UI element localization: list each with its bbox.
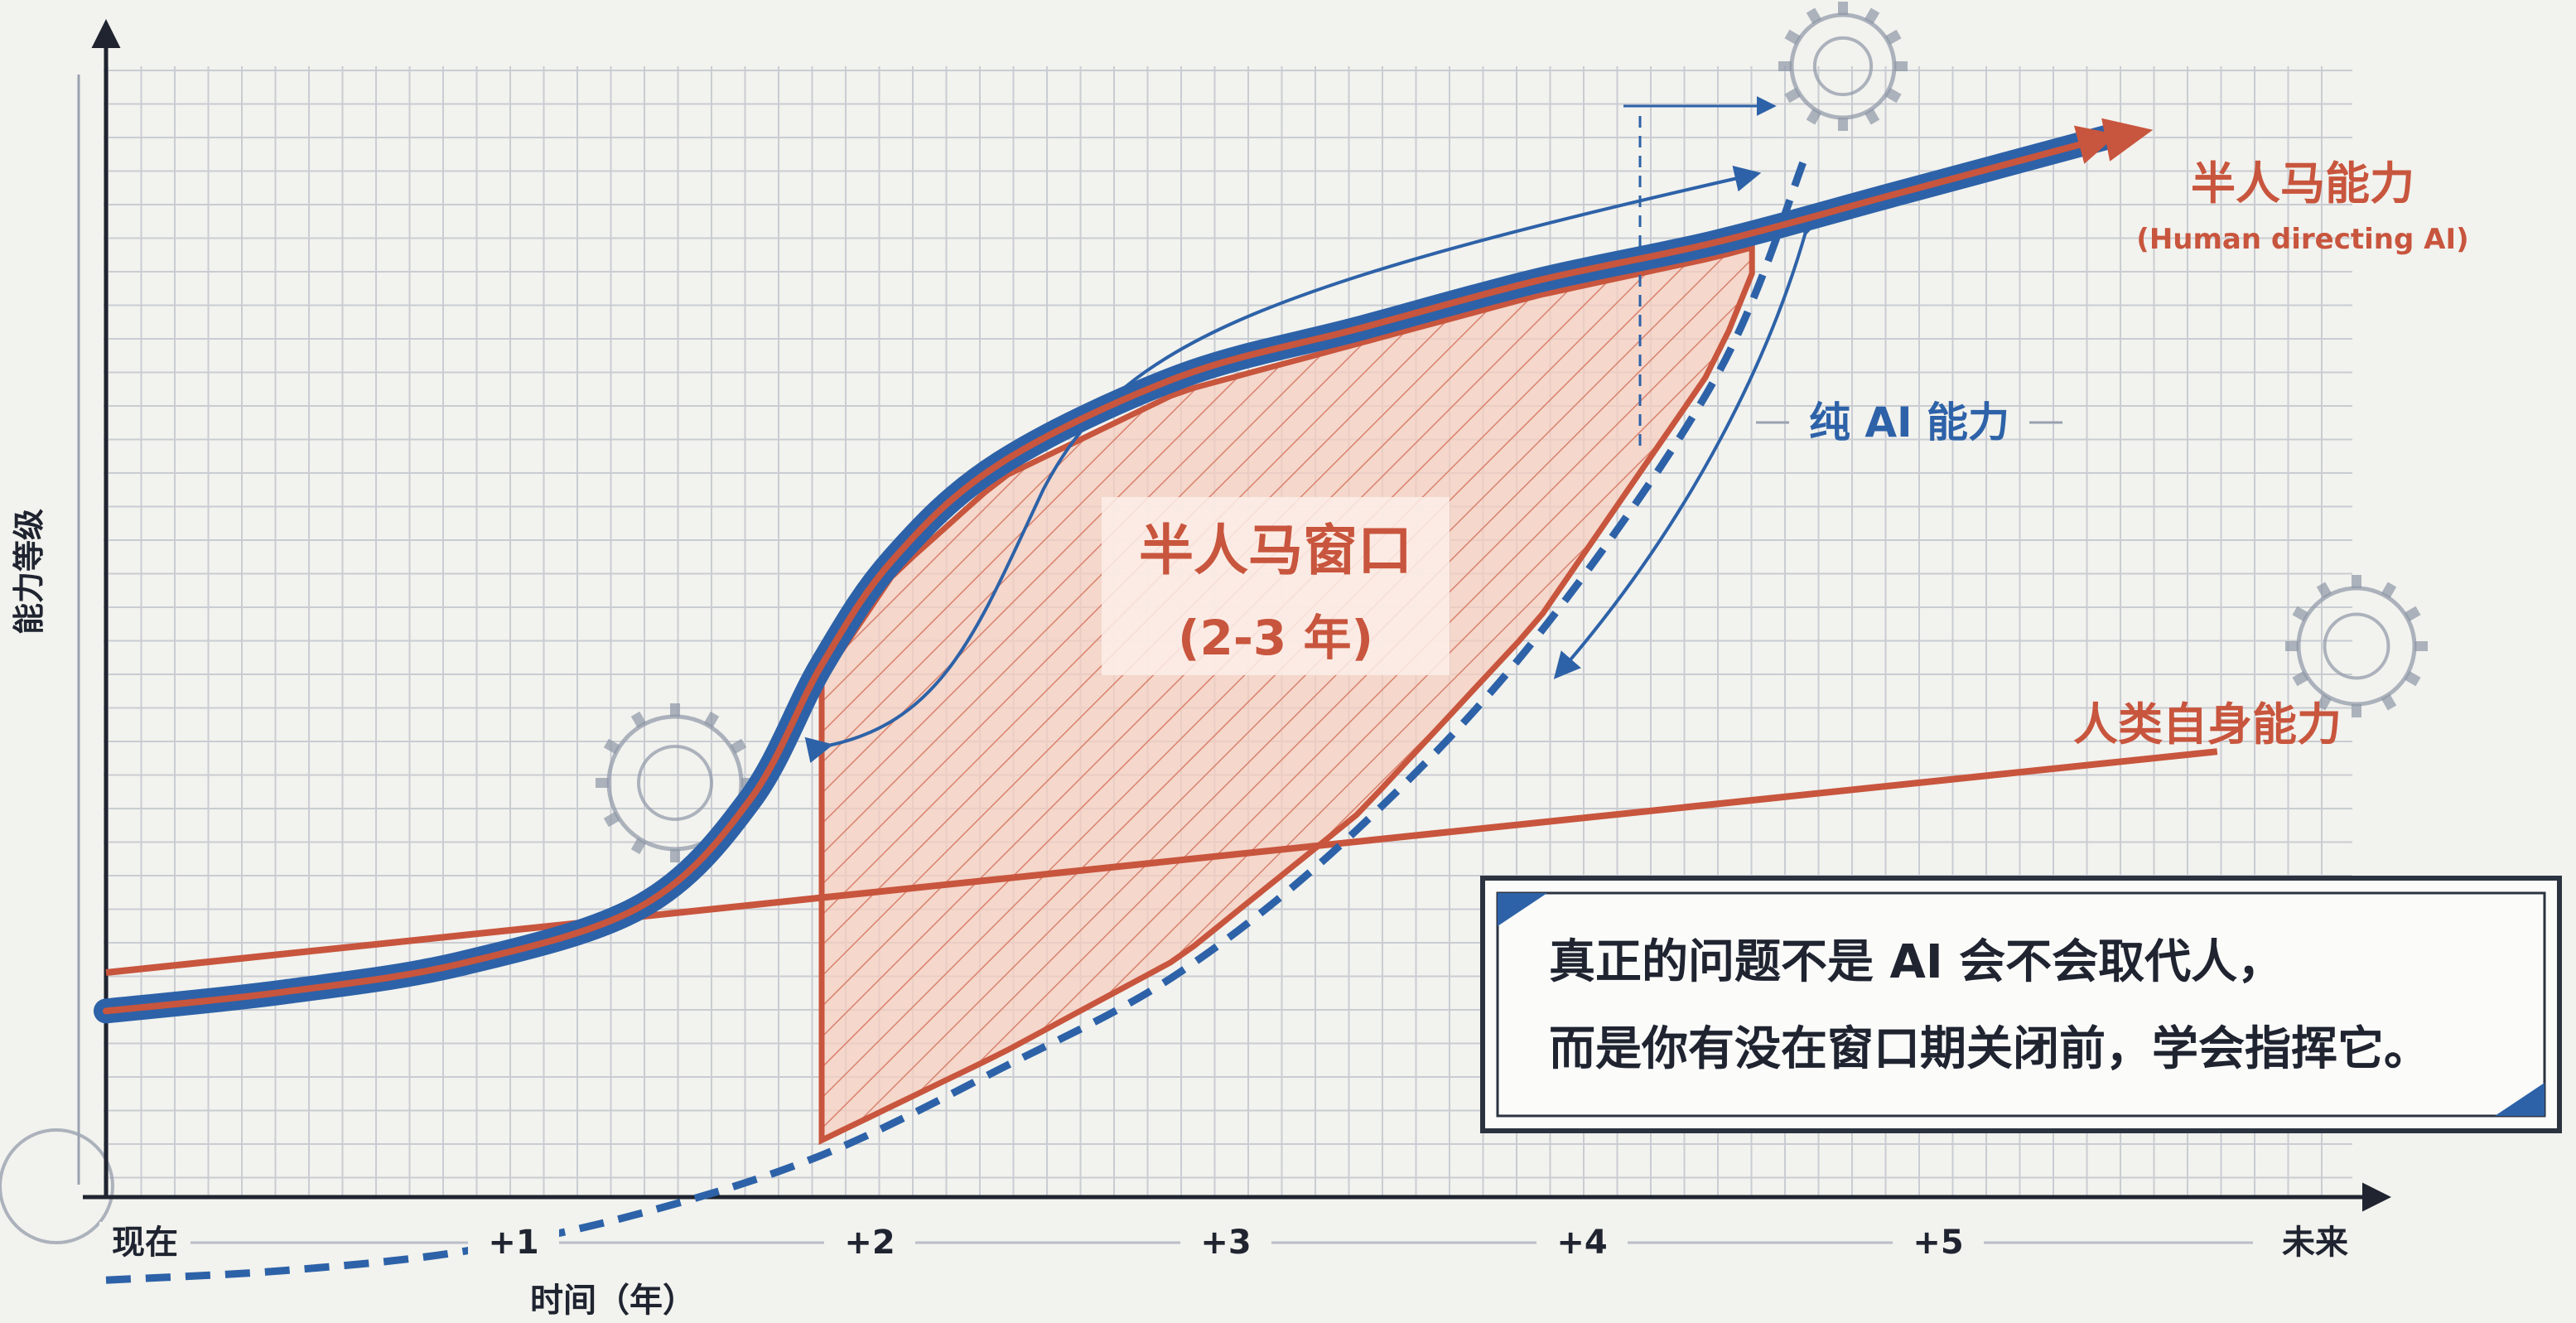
x-tick-labels: 现在 +1 +2 +3 +4 +5 未来: [99, 1222, 2361, 1263]
series-label-centaur: 半人马能力: [2191, 157, 2414, 210]
y-axis-title: 能力等级: [11, 509, 47, 635]
series-label-centaur-sub: (Human directing AI): [2136, 223, 2468, 256]
x-tick-label-backdrop: [1180, 1222, 1271, 1263]
series-label-human: 人类自身能力: [2073, 698, 2342, 751]
gear-icon: [1778, 2, 1908, 131]
gear-icon: [2285, 575, 2428, 717]
x-tick-label-backdrop: [468, 1222, 559, 1263]
series-line-ai: [105, 154, 1810, 1284]
series-layer: [94, 96, 2218, 1284]
window-label-backdrop: [1102, 497, 1450, 675]
x-tick-label-backdrop: [2270, 1222, 2361, 1263]
x-tick-label-backdrop: [824, 1222, 915, 1263]
x-tick-label-backdrop: [1893, 1222, 1984, 1263]
x-tick-label-backdrop: [1536, 1222, 1628, 1263]
x-tick-label: 现在: [112, 1224, 178, 1262]
callout-line-1: 真正的问题不是 AI 会不会取代人，: [1549, 935, 2284, 989]
x-tick-label: +2: [844, 1224, 895, 1262]
x-tick-label: +3: [1200, 1224, 1251, 1262]
x-tick-label: +4: [1556, 1224, 1607, 1262]
window-label: 半人马窗口: [1139, 519, 1412, 582]
window-sublabel: (2-3 年): [1178, 610, 1373, 666]
series-arrowhead-centaur: [2101, 118, 2154, 162]
x-tick-label: +5: [1913, 1224, 1963, 1262]
series-label-ai: 纯 AI 能力: [1809, 398, 2009, 447]
callout-box: 真正的问题不是 AI 会不会取代人， 而是你有没在窗口期关闭前，学会指挥它。: [1480, 876, 2562, 1133]
compass-icon: [0, 1128, 114, 1244]
arrow-annotation: [804, 166, 1762, 764]
decorative-gears: [0, 2, 2428, 1244]
callout-line-2: 而是你有没在窗口期关闭前，学会指挥它。: [1549, 1022, 2430, 1076]
series-line-centaur-core: [103, 125, 2118, 1015]
series-line-human: [105, 748, 2218, 976]
x-tick-label: 未来: [2282, 1224, 2348, 1262]
x-tick-label: +1: [488, 1224, 538, 1262]
x-tick-label-backdrop: [99, 1222, 191, 1263]
x-axis-title: 时间（年）: [530, 1282, 696, 1320]
